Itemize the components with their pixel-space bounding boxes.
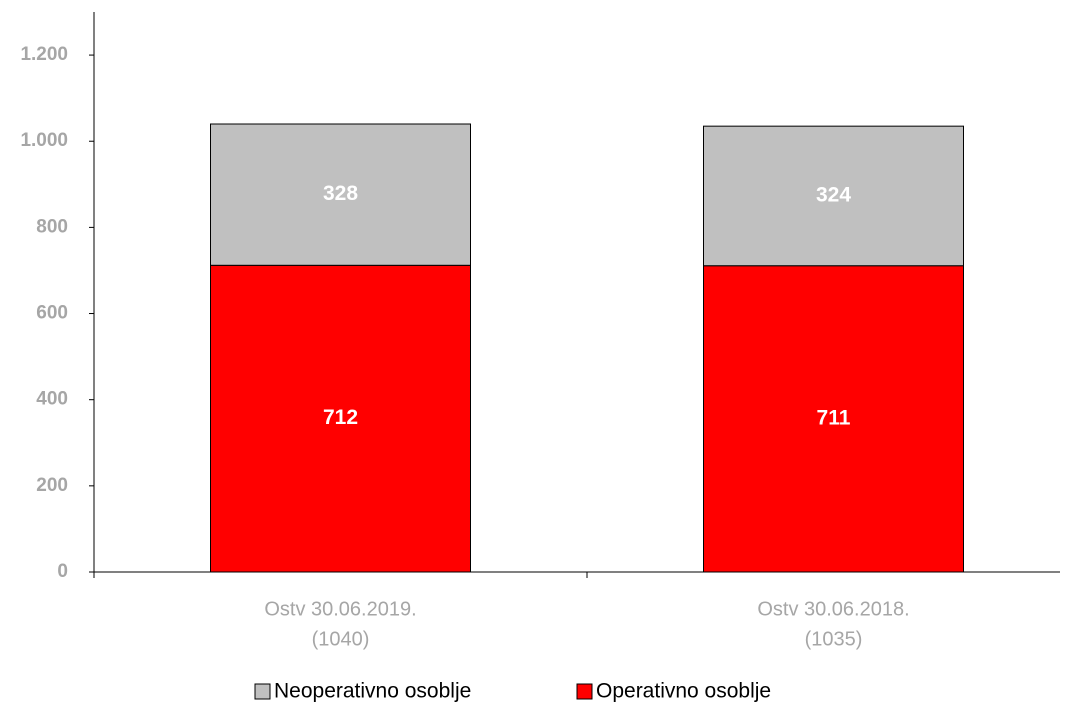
bar-segment — [703, 125, 964, 267]
y-tick-label: 1.200 — [20, 44, 68, 65]
bar-segment — [703, 265, 964, 573]
y-tick-label: 800 — [36, 216, 68, 237]
x-tick-label: (1035) — [805, 628, 863, 650]
y-tick-label: 200 — [36, 475, 68, 496]
y-tick-label: 400 — [36, 389, 68, 410]
y-tick-label: 600 — [36, 303, 68, 324]
y-tick-label: 0 — [57, 561, 68, 582]
legend-swatch — [254, 683, 271, 700]
legend-label: Operativno osoblje — [596, 680, 771, 703]
bar-segment — [210, 264, 471, 573]
x-tick-label: Ostv 30.06.2019. — [264, 598, 416, 620]
legend-swatch — [576, 683, 593, 700]
legend-label: Neoperativno osoblje — [274, 680, 471, 703]
x-tick-label: Ostv 30.06.2018. — [757, 598, 909, 620]
bar-segment — [210, 123, 471, 266]
data-label: 712 — [323, 406, 358, 429]
y-tick-label: 1.000 — [20, 130, 68, 151]
x-tick-label: (1040) — [312, 628, 370, 650]
data-label: 324 — [816, 183, 851, 206]
data-label: 328 — [323, 182, 358, 205]
data-label: 711 — [817, 406, 851, 429]
